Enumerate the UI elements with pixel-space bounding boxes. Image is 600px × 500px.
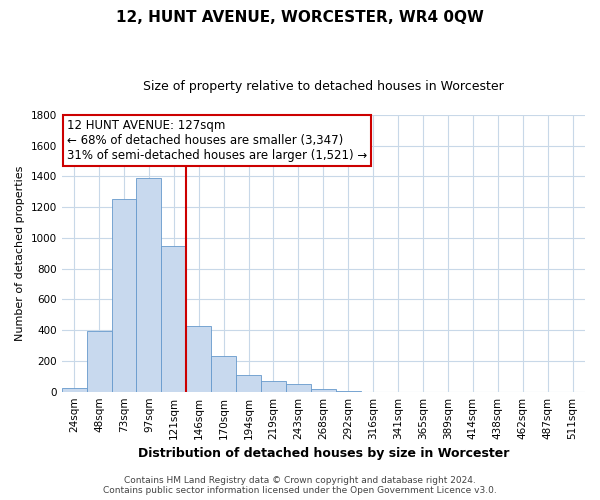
Bar (62, 388, 86, 392)
Bar (112, 199, 136, 392)
Bar (86, 331, 112, 392)
Bar (236, 375, 261, 392)
Bar (261, 381, 286, 392)
Bar (211, 356, 236, 392)
Title: Size of property relative to detached houses in Worcester: Size of property relative to detached ho… (143, 80, 504, 93)
Bar (186, 326, 211, 392)
Text: 12, HUNT AVENUE, WORCESTER, WR4 0QW: 12, HUNT AVENUE, WORCESTER, WR4 0QW (116, 10, 484, 25)
Bar (311, 390, 336, 392)
Text: Contains HM Land Registry data © Crown copyright and database right 2024.
Contai: Contains HM Land Registry data © Crown c… (103, 476, 497, 495)
X-axis label: Distribution of detached houses by size in Worcester: Distribution of detached houses by size … (137, 447, 509, 460)
Text: 12 HUNT AVENUE: 127sqm
← 68% of detached houses are smaller (3,347)
31% of semi-: 12 HUNT AVENUE: 127sqm ← 68% of detached… (67, 119, 367, 162)
Bar (286, 384, 311, 392)
Bar (161, 246, 186, 392)
Bar (136, 178, 161, 392)
Y-axis label: Number of detached properties: Number of detached properties (15, 166, 25, 341)
